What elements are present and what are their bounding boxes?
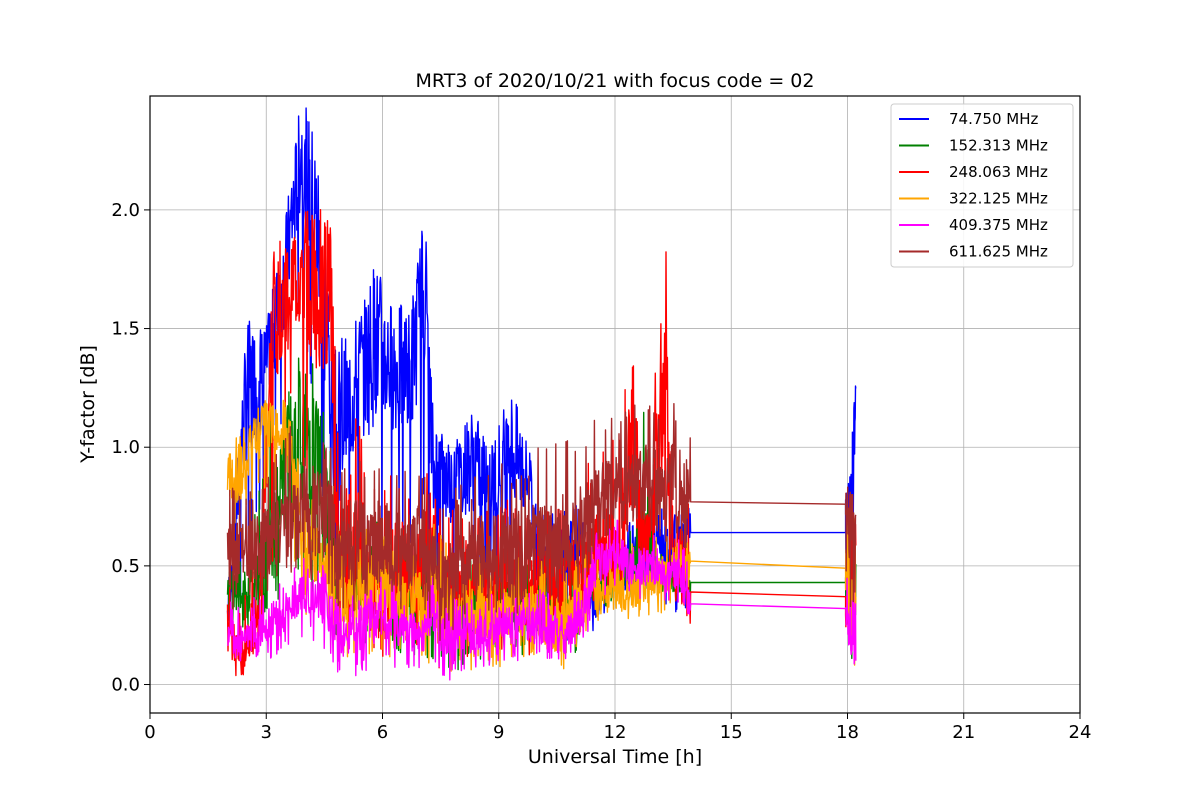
x-tick-label: 3 xyxy=(261,722,272,743)
y-tick-label: 2.0 xyxy=(111,200,140,221)
y-tick-label: 0.5 xyxy=(111,556,140,577)
legend-label: 322.125 MHz xyxy=(949,190,1048,208)
x-axis-ticks: 0 3 6 9 12 15 18 21 24 xyxy=(144,713,1091,743)
x-tick-label: 6 xyxy=(377,722,388,743)
x-tick-label: 0 xyxy=(144,722,155,743)
x-axis-label: Universal Time [h] xyxy=(528,746,702,768)
y-axis-ticks: 0.0 0.5 1.0 1.5 2.0 xyxy=(111,200,150,696)
x-tick-label: 9 xyxy=(493,722,504,743)
legend-label: 248.063 MHz xyxy=(949,163,1048,181)
chart-title: MRT3 of 2020/10/21 with focus code = 02 xyxy=(416,70,815,92)
y-tick-label: 0.0 xyxy=(111,675,140,696)
x-tick-label: 21 xyxy=(952,722,975,743)
legend-label: 74.750 MHz xyxy=(949,110,1038,128)
x-tick-label: 15 xyxy=(720,722,743,743)
y-axis-label: Y-factor [dB] xyxy=(77,345,99,464)
legend: 74.750 MHz 152.313 MHz 248.063 MHz 322.125 … xyxy=(890,103,1074,268)
x-tick-label: 24 xyxy=(1069,722,1092,743)
legend-box xyxy=(890,103,1074,268)
x-tick-label: 18 xyxy=(836,722,859,743)
legend-label: 409.375 MHz xyxy=(949,216,1048,234)
series-line-5 xyxy=(226,403,857,641)
y-tick-label: 1.5 xyxy=(111,319,140,340)
plot-area xyxy=(226,107,857,681)
legend-label: 152.313 MHz xyxy=(949,137,1048,155)
series-line-4 xyxy=(226,519,857,681)
legend-label: 611.625 MHz xyxy=(949,243,1048,261)
y-tick-label: 1.0 xyxy=(111,437,140,458)
x-tick-label: 12 xyxy=(604,722,627,743)
